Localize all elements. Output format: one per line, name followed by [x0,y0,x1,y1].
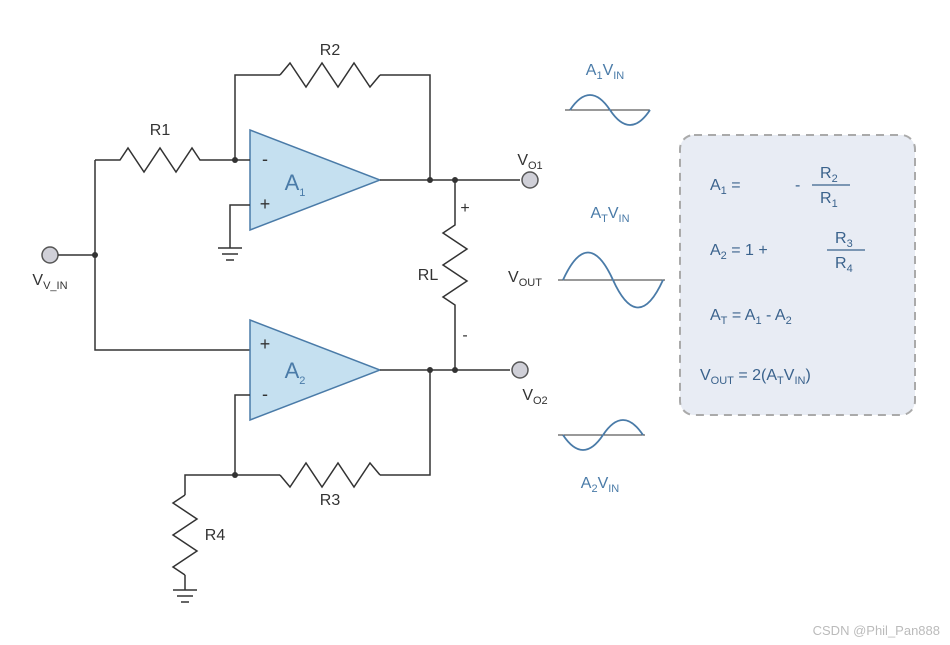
vout-label: VOUT [508,269,542,289]
vin-label: VV_IN [32,272,67,292]
wire [230,205,250,248]
rl-minus: - [462,327,467,344]
r1-resistor [95,148,235,172]
vo2-terminal [512,362,528,378]
node [92,252,98,258]
wire [380,335,455,370]
vo2-label: VO2 [522,387,547,407]
svg-text:A1VIN: A1VIN [586,62,625,82]
rl-plus: + [460,200,469,217]
wire [235,395,250,475]
svg-text:-: - [262,149,268,169]
rl-label: RL [418,267,439,284]
wave-atvin: ATVIN [558,205,665,308]
watermark: CSDN @Phil_Pan888 [813,623,940,638]
svg-text:-: - [795,177,800,194]
wire [380,370,430,475]
r2-resistor [280,63,380,87]
wire [185,475,235,495]
svg-text:+: + [260,194,271,214]
opamp-a2: + - A2 [250,320,380,420]
r4-label: R4 [205,527,226,544]
r4-resistor [173,495,197,575]
wave-a1vin: A1VIN [565,62,650,125]
wire [380,75,430,180]
r3-resistor [280,463,380,487]
opamp-a1: - + A1 [250,130,380,230]
svg-text:ATVIN: ATVIN [590,205,629,225]
vin-terminal [42,247,58,263]
svg-text:A2VIN: A2VIN [581,475,620,495]
wire-vin [58,160,250,350]
rl-resistor [443,215,467,335]
node [427,177,433,183]
vo1-label: VO1 [517,152,542,172]
svg-text:+: + [260,334,271,354]
ground-symbol [218,248,242,260]
r2-label: R2 [320,42,341,59]
wave-a2vin: A2VIN [558,420,645,495]
r3-label: R3 [320,492,341,509]
svg-text:-: - [262,384,268,404]
ground-symbol-2 [173,590,197,602]
r1-label: R1 [150,122,171,139]
vo1-terminal [522,172,538,188]
